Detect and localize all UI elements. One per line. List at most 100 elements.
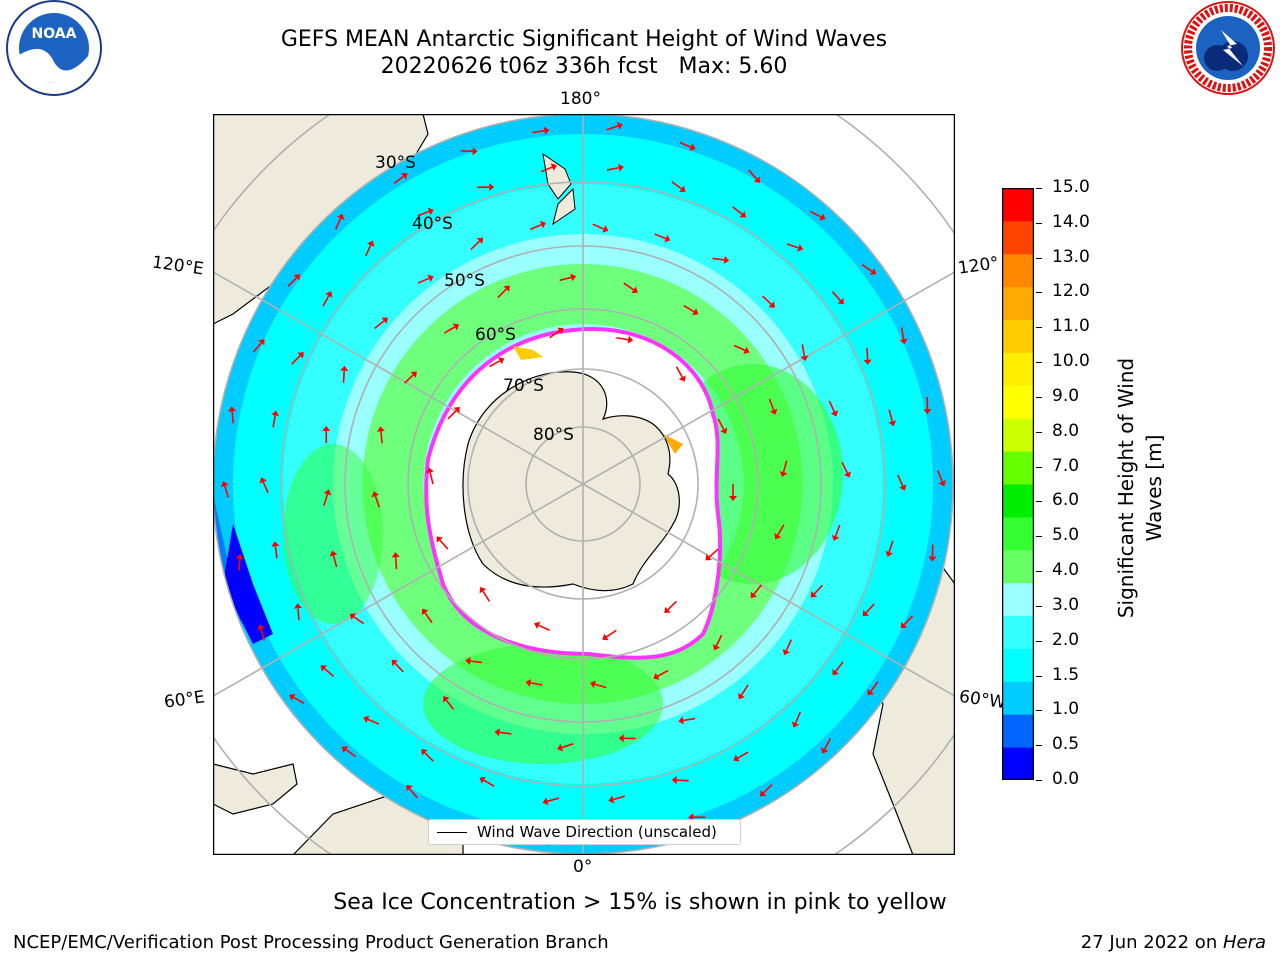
wave-arrow-head: [862, 609, 870, 617]
wave-arrow: [675, 366, 683, 378]
wave-arrow-head: [410, 371, 417, 378]
wave-arrow-head: [712, 644, 721, 651]
wave-arrow-head: [602, 225, 609, 233]
wave-arrow-head: [401, 173, 408, 180]
colorbar-segment: [1002, 582, 1034, 617]
wave-arrow: [828, 400, 836, 413]
wave-arrow: [394, 557, 398, 570]
wave-arrow-head: [443, 696, 450, 703]
wave-arrow-head: [235, 553, 244, 560]
noaa-logo: NOAA: [4, 0, 104, 100]
wave-arrow-head: [297, 352, 304, 359]
colorbar-tick-label: 14.0: [1052, 211, 1090, 232]
colorbar: [1001, 187, 1035, 781]
colorbar-segment: [1002, 648, 1034, 682]
wave-arrow-head: [525, 678, 532, 687]
wave-arrow-head: [426, 467, 434, 474]
colorbar-tick-mark: [1036, 675, 1042, 677]
wave-arrow: [297, 608, 300, 621]
wave-arrow-head: [830, 410, 839, 417]
wave-arrow-head: [616, 122, 623, 130]
colorbar-tick-mark: [1036, 292, 1042, 294]
legend-line-swatch: [437, 832, 467, 833]
wave-arrow: [605, 629, 617, 638]
wave-arrow-head: [391, 552, 400, 558]
wave-arrow: [374, 495, 381, 508]
colorbar-tick-mark: [1036, 536, 1042, 538]
lat-label-80: 80°S: [533, 425, 574, 445]
wave-arrow-head: [602, 633, 609, 641]
wave-arrow: [813, 584, 824, 595]
map-legend: Wind Wave Direction (unscaled): [428, 819, 741, 845]
colorbar-tick-label: 9.0: [1052, 385, 1080, 406]
colorbar-segment: [1002, 549, 1034, 584]
wave-arrow: [561, 743, 574, 749]
wave-arrow: [549, 330, 560, 339]
wave-arrow-head: [671, 776, 677, 785]
lon-label-right-lower: 60°W: [957, 686, 1008, 714]
wave-arrow: [445, 699, 455, 711]
wave-arrow: [785, 639, 793, 651]
wave-arrow: [676, 779, 689, 782]
wave-arrow-head: [750, 591, 757, 598]
colorbar-segment: [1002, 418, 1034, 452]
wave-arrow: [231, 411, 235, 424]
wave-arrow-head: [705, 554, 712, 561]
wave-arrow-head: [797, 244, 804, 252]
wave-arrow: [470, 660, 483, 664]
chart-subtitle: 20220626 t06z 336h fcst Max: 5.60: [380, 54, 788, 79]
wave-arrow-head: [325, 291, 333, 298]
colorbar-tick-mark: [1036, 188, 1042, 189]
wave-arrow: [708, 548, 719, 558]
colorbar-tick-label: 15.0: [1052, 177, 1090, 197]
wave-arrow-head: [421, 749, 428, 756]
wave-arrow-head: [664, 606, 671, 614]
wave-arrow-head: [557, 327, 564, 335]
wave-arrow-head: [923, 409, 932, 415]
colorbar-tick-label: 8.0: [1052, 420, 1080, 441]
colorbar-tick-label: 0.5: [1052, 734, 1080, 755]
wave-arrow-head: [381, 317, 388, 324]
nws-logo: [1177, 0, 1279, 100]
colorbar-tick-label: 6.0: [1052, 490, 1080, 511]
wave-arrow-head: [349, 613, 357, 621]
colorbar-segment: [1002, 188, 1034, 222]
wave-arrow-head: [257, 624, 265, 631]
wave-arrow: [888, 540, 894, 553]
colorbar-tick-mark: [1036, 745, 1042, 747]
wave-arrow-head: [489, 183, 495, 192]
chart-title: GEFS MEAN Antarctic Significant Height o…: [280, 27, 888, 52]
colorbar-tick-mark: [1036, 780, 1042, 781]
wave-arrow-head: [479, 587, 487, 594]
wave-arrow-head: [329, 550, 338, 557]
colorbar-segment: [1002, 714, 1034, 748]
wave-arrow-head: [821, 747, 829, 754]
wave-arrow: [683, 717, 696, 722]
wave-arrow-head: [810, 591, 818, 598]
colorbar-tick-mark: [1036, 571, 1042, 573]
wave-arrow-head: [869, 268, 877, 275]
wave-arrow: [937, 470, 944, 483]
wave-arrow-head: [557, 743, 564, 752]
footer-host: Hera: [1222, 932, 1266, 953]
wave-arrow-head: [738, 692, 745, 700]
land-antarctica: [462, 371, 680, 592]
wave-arrow-head: [863, 359, 872, 365]
wave-arrow-head: [888, 420, 897, 427]
wave-arrow: [345, 748, 357, 758]
wave-arrow: [834, 524, 841, 537]
wave-arrow: [810, 210, 822, 218]
lat-label-60: 60°S: [475, 325, 516, 345]
wave-arrow: [262, 481, 269, 494]
wave-arrow-head: [497, 357, 505, 365]
wave-arrow-head: [653, 672, 660, 680]
wave-arrow-head: [550, 163, 557, 171]
wave-arrow-head: [753, 176, 760, 183]
wave-arrow: [831, 291, 842, 302]
colorbar-label-wrap: Significant Height of Wind Waves [m]: [1100, 358, 1180, 618]
wave-arrow: [393, 175, 405, 185]
wave-arrow-head: [664, 234, 671, 243]
wave-arrow-head: [341, 746, 349, 753]
wave-arrow-head: [228, 406, 237, 412]
wave-arrow: [835, 661, 844, 672]
